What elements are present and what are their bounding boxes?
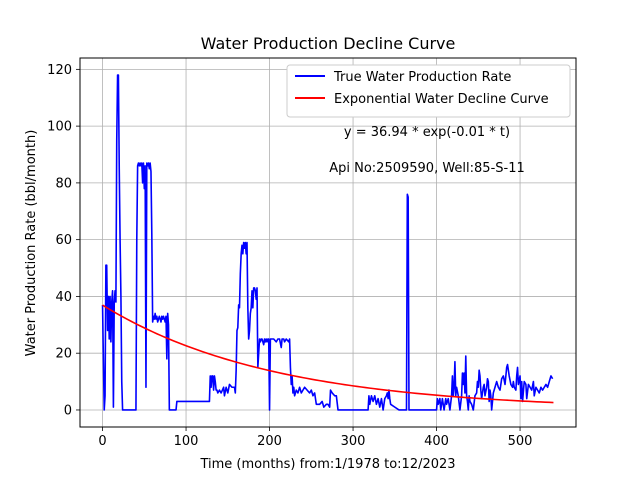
y-tick-label: 80 — [55, 176, 72, 191]
x-tick-label: 500 — [508, 434, 533, 449]
legend: True Water Production Rate Exponential W… — [286, 64, 571, 118]
plot-frame — [79, 57, 577, 428]
x-tick-label: 100 — [174, 434, 199, 449]
legend-box — [286, 64, 571, 118]
y-tick-label: 60 — [55, 233, 72, 248]
y-tick-label: 20 — [55, 347, 72, 362]
y-tick-label: 120 — [47, 63, 72, 78]
legend-label-true-rate: True Water Production Rate — [333, 70, 511, 85]
series-exponential-water-decline-curve — [102, 304, 554, 404]
x-tick-label: 300 — [341, 434, 366, 449]
equation-annotation: y = 36.94 * exp(-0.01 * t) — [344, 125, 510, 140]
x-tick-label: 200 — [257, 434, 282, 449]
y-tick-label: 0 — [64, 403, 72, 418]
x-tick-label: 400 — [424, 434, 449, 449]
tick-layer: 0 100 200 300 400 500 0 20 40 60 80 100 120 — [47, 63, 532, 449]
grid-layer — [80, 58, 576, 427]
y-tick-label: 100 — [47, 120, 72, 135]
well-annotation: Api No:2509590, Well:85-S-11 — [329, 161, 525, 176]
y-tick-label: 40 — [55, 290, 72, 305]
series-true-water-production-rate — [101, 74, 554, 411]
chart-title: Water Production Decline Curve — [201, 34, 456, 53]
y-axis-label: Water Production Rate (bbl/month) — [24, 130, 39, 357]
legend-label-exponential: Exponential Water Decline Curve — [334, 92, 549, 107]
x-tick-label: 0 — [98, 434, 106, 449]
x-axis-label: Time (months) from:1/1978 to:12/2023 — [199, 457, 455, 472]
series-layer — [101, 74, 554, 411]
